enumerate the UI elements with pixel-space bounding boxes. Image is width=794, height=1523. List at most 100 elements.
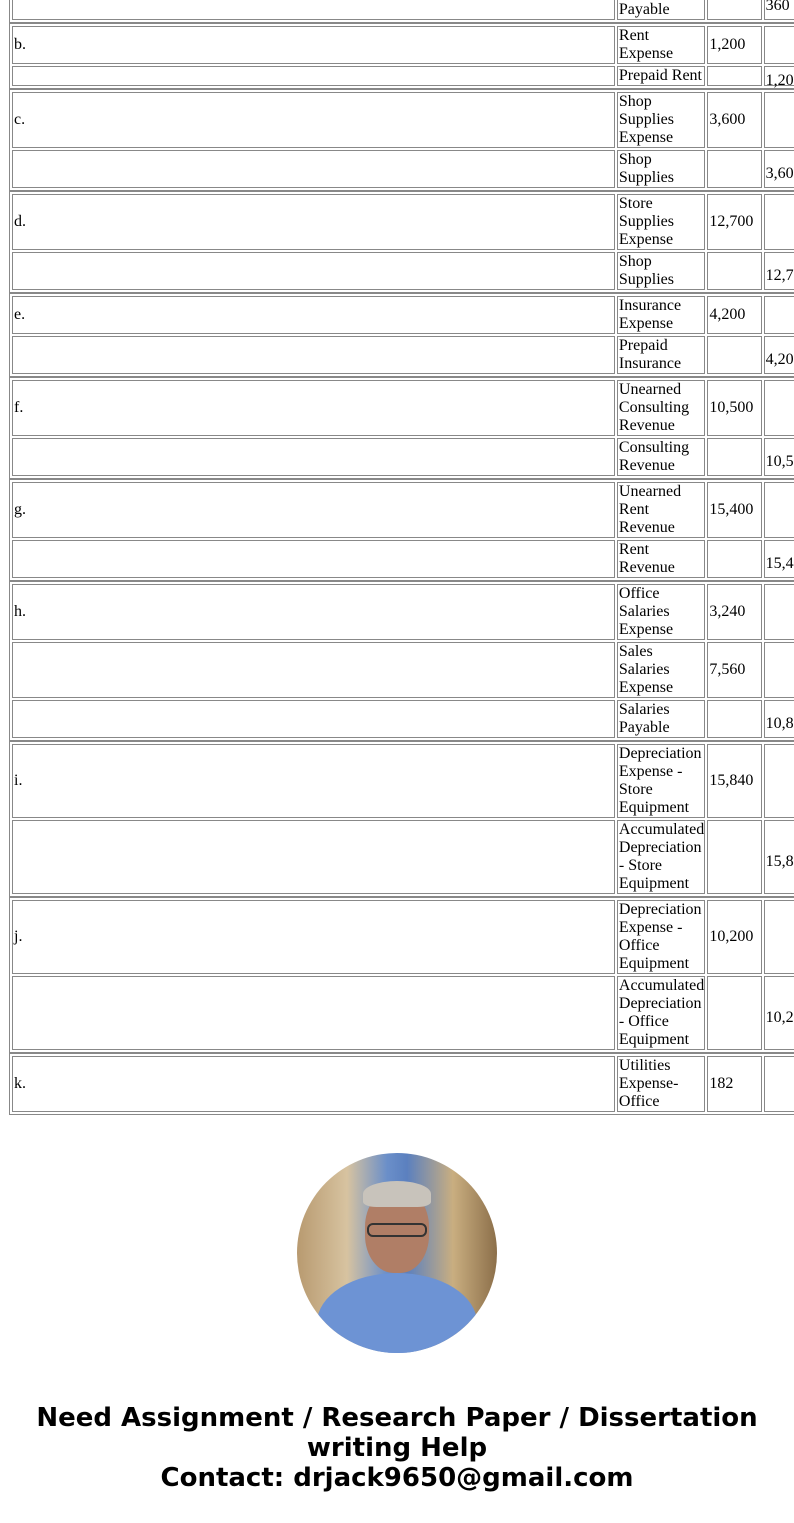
journal-entry-table: j. Depreciation Expense - Office Equipmen… — [9, 897, 794, 1053]
credit-cell — [763, 92, 794, 148]
entry-label-cell — [12, 0, 615, 20]
entry-label-cell — [12, 336, 615, 374]
credit-cell — [763, 744, 794, 818]
table-row: Consulting Revenue 10,500 — [12, 438, 794, 476]
account-cell: Sales Salaries Expense — [616, 642, 706, 698]
account-cell-text: Rent Revenue — [618, 541, 675, 576]
account-cell-text: Unearned Rent Revenue — [618, 483, 682, 536]
account-cell-text: Depreciation Expense - Store Equipment — [618, 745, 702, 816]
table-row: Salaries Payable 10,800 — [12, 700, 794, 738]
credit-cell-text: 12,700 — [765, 267, 794, 284]
debit-cell-text: 1,200 — [709, 36, 746, 53]
journal-entry-table: h. Office Salaries Expense 3,240 Sales Sala… — [9, 581, 794, 741]
credit-cell — [763, 482, 794, 538]
account-cell-text: Prepaid Insurance — [618, 337, 682, 372]
journal-entry-table: g. Unearned Rent Revenue 15,400 Rent Revenu… — [9, 479, 794, 581]
credit-cell-text: 360 — [765, 0, 790, 14]
table-row: b. Rent Expense 1,200 — [12, 26, 794, 64]
credit-cell — [763, 642, 794, 698]
entry-label-cell — [12, 976, 615, 1050]
account-cell: Store Supplies Expense — [616, 194, 706, 250]
account-cell: Office Salaries Expense — [616, 584, 706, 640]
journal-entries: Interest Payable 360 b. Rent Expense 1,200 Pr… — [9, 0, 794, 1115]
credit-cell — [763, 194, 794, 250]
debit-cell: 12,700 — [707, 194, 762, 250]
entry-label-cell-text: h. — [14, 603, 26, 620]
debit-cell-text: 10,500 — [709, 399, 754, 416]
credit-cell: 4,200 — [763, 336, 794, 374]
credit-cell: 1,200 — [763, 66, 794, 89]
account-cell: Prepaid Insurance — [616, 336, 706, 374]
debit-cell-text: 15,840 — [709, 772, 754, 789]
entry-label-cell: f. — [12, 380, 615, 436]
debit-cell-text: 7,560 — [709, 661, 746, 678]
credit-cell-text: 1,200 — [765, 72, 794, 89]
journal-entry-table: f. Unearned Consulting Revenue 10,500 Consu… — [9, 377, 794, 479]
debit-cell-text: 10,200 — [709, 928, 754, 945]
journal-entry-table: Interest Payable 360 — [9, 0, 794, 23]
entry-label-cell — [12, 642, 615, 698]
account-cell-text: Salaries Payable — [618, 701, 670, 736]
debit-cell: 15,400 — [707, 482, 762, 538]
table-row: k. Utilities Expense- Office 182 — [12, 1056, 794, 1112]
promo-line-1: Need Assignment / Research Paper / Disse… — [36, 1403, 758, 1463]
table-row: c. Shop Supplies Expense 3,600 — [12, 92, 794, 148]
debit-cell — [707, 66, 762, 86]
credit-cell — [763, 900, 794, 974]
entry-label-cell: k. — [12, 1056, 615, 1112]
table-row: Accumulated Depreciation - Store Equipme… — [12, 820, 794, 894]
account-cell-text: Office Salaries Expense — [618, 585, 674, 638]
account-cell: Utilities Expense- Office — [616, 1056, 706, 1112]
account-cell: Consulting Revenue — [616, 438, 706, 476]
table-row: Rent Revenue 15,400 — [12, 540, 794, 578]
debit-cell-text: 182 — [709, 1075, 734, 1092]
account-cell-text: Sales Salaries Expense — [618, 643, 674, 696]
entry-label-cell — [12, 438, 615, 476]
credit-cell: 3,600 — [763, 150, 794, 188]
credit-cell-text: 10,200 — [765, 1009, 794, 1026]
account-cell: Rent Revenue — [616, 540, 706, 578]
account-cell: Shop Supplies — [616, 150, 706, 188]
entry-label-cell-text: j. — [14, 928, 23, 945]
debit-cell — [707, 252, 762, 290]
journal-entry-table: i. Depreciation Expense - Store Equipment… — [9, 741, 794, 897]
author-avatar — [297, 1153, 497, 1353]
journal-entry-table: e. Insurance Expense 4,200 Prepaid Insuranc… — [9, 293, 794, 377]
account-cell-text: Accumulated Depreciation - Store Equipme… — [618, 821, 705, 892]
debit-cell — [707, 700, 762, 738]
credit-cell-text: 4,200 — [765, 351, 794, 368]
credit-cell: 360 — [763, 0, 794, 20]
account-cell: Unearned Consulting Revenue — [616, 380, 706, 436]
debit-cell: 10,200 — [707, 900, 762, 974]
entry-label-cell — [12, 66, 615, 86]
credit-cell-text: 3,600 — [765, 165, 794, 182]
account-cell-text: Accumulated Depreciation - Office Equipm… — [618, 977, 705, 1048]
debit-cell — [707, 0, 762, 20]
credit-cell: 12,700 — [763, 252, 794, 290]
credit-cell: 15,400 — [763, 540, 794, 578]
entry-label-cell: i. — [12, 744, 615, 818]
entry-label-cell — [12, 540, 615, 578]
account-cell-text: Depreciation Expense - Office Equipment — [618, 901, 702, 972]
account-cell: Shop Supplies — [616, 252, 706, 290]
entry-label-cell-text: b. — [14, 36, 26, 53]
table-row: Interest Payable 360 — [12, 0, 794, 20]
debit-cell: 7,560 — [707, 642, 762, 698]
account-cell: Depreciation Expense - Store Equipment — [616, 744, 706, 818]
debit-cell: 182 — [707, 1056, 762, 1112]
debit-cell — [707, 336, 762, 374]
credit-cell-text: 10,800 — [765, 715, 794, 732]
account-cell: Accumulated Depreciation - Office Equipm… — [616, 976, 706, 1050]
debit-cell: 10,500 — [707, 380, 762, 436]
entry-label-cell-text: g. — [14, 501, 26, 518]
table-row: j. Depreciation Expense - Office Equipmen… — [12, 900, 794, 974]
account-cell: Shop Supplies Expense — [616, 92, 706, 148]
account-cell-text: Rent Expense — [618, 27, 674, 62]
account-cell-text: Shop Supplies — [618, 151, 675, 186]
journal-entry-table: c. Shop Supplies Expense 3,600 Shop Supplie… — [9, 89, 794, 191]
debit-cell — [707, 820, 762, 894]
entry-label-cell: j. — [12, 900, 615, 974]
table-row: f. Unearned Consulting Revenue 10,500 — [12, 380, 794, 436]
account-cell: Interest Payable — [616, 0, 706, 20]
account-cell-text: Utilities Expense- Office — [618, 1057, 679, 1110]
